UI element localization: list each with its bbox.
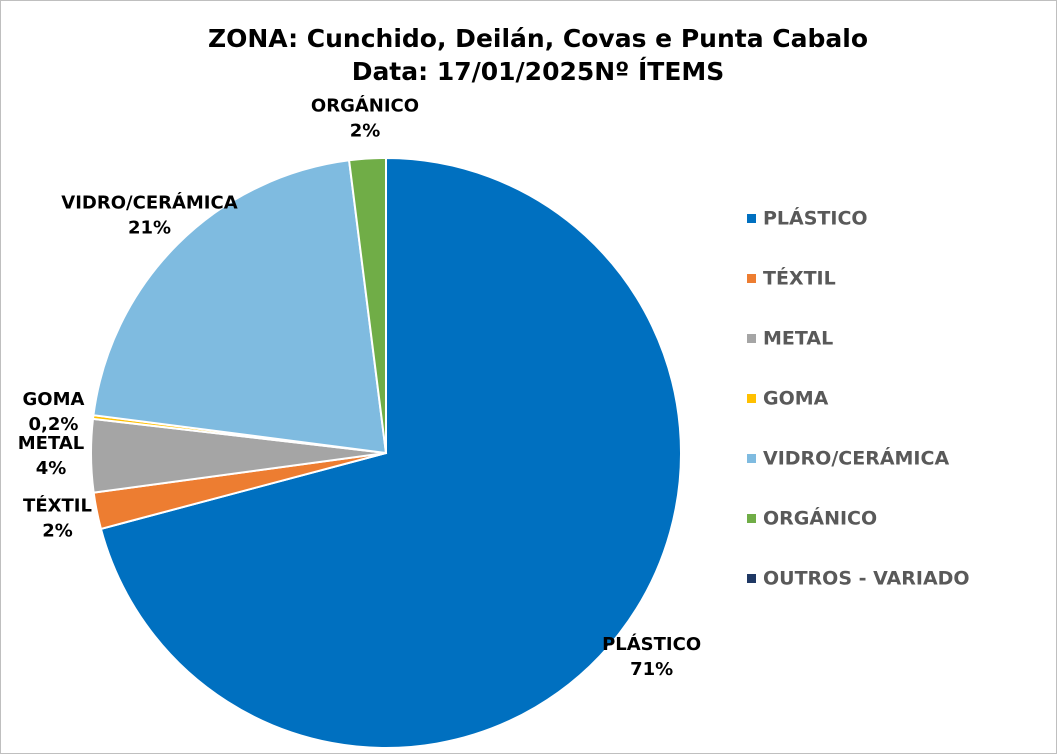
data-label: METAL 4% — [18, 433, 85, 479]
chart-subtitle: Data: 17/01/2025Nº ÍTEMS — [352, 57, 725, 86]
legend-label: GOMA — [763, 388, 829, 410]
legend-label: OUTROS - VARIADO — [763, 568, 970, 590]
pie-slice — [347, 156, 387, 454]
pie-slice — [92, 159, 388, 455]
data-label-value: 4% — [36, 458, 67, 479]
legend-label: PLÁSTICO — [763, 207, 868, 230]
data-label-value: 71% — [630, 659, 673, 680]
legend-swatch — [747, 514, 756, 523]
pie-slice — [99, 156, 682, 749]
data-label-name: ORGÁNICO — [311, 95, 419, 117]
legend-label: METAL — [763, 328, 833, 350]
data-label-value: 0,2% — [29, 414, 79, 435]
legend-swatch — [747, 454, 756, 463]
legend-swatch — [747, 394, 756, 403]
data-label-name: METAL — [18, 433, 85, 454]
data-label-name: VIDRO/CERÁMICA — [61, 192, 237, 214]
data-label: GOMA 0,2% — [23, 389, 85, 435]
legend-label: VIDRO/CERÁMICA — [763, 447, 949, 470]
legend-swatch — [747, 574, 756, 583]
legend-swatch — [747, 214, 756, 223]
data-label-value: 2% — [42, 521, 73, 542]
data-label-name: TÉXTIL — [23, 495, 92, 517]
data-label-name: PLÁSTICO — [602, 633, 701, 655]
data-label-value: 2% — [350, 121, 381, 142]
legend-label: TÉXTIL — [763, 267, 836, 290]
data-label: PLÁSTICO 71% — [602, 633, 701, 680]
data-label: ORGÁNICO 2% — [311, 95, 419, 142]
legend-label: ORGÁNICO — [763, 507, 877, 530]
data-label: VIDRO/CERÁMICA 21% — [61, 192, 237, 239]
legend-swatch — [747, 274, 756, 283]
data-label-value: 21% — [128, 218, 171, 239]
data-label: TÉXTIL 2% — [23, 495, 92, 542]
chart-title: ZONA: Cunchido, Deilán, Covas e Punta Ca… — [208, 24, 868, 53]
data-label-name: GOMA — [23, 389, 85, 410]
legend-swatch — [747, 334, 756, 343]
